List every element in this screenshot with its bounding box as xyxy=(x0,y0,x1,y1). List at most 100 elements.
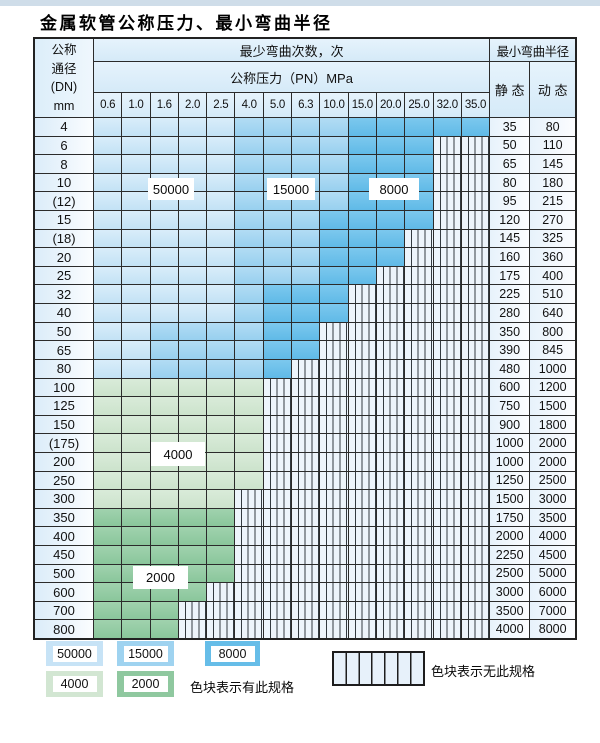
spec-cell-8000 xyxy=(320,266,348,285)
spec-cell-4000 xyxy=(178,471,207,490)
no-spec-cell xyxy=(292,434,320,452)
dn-cell: 10 xyxy=(35,173,93,192)
spec-cell-4000 xyxy=(94,415,122,434)
spec-cell-15000 xyxy=(320,118,348,136)
no-spec-cell xyxy=(292,359,320,378)
no-spec-cell xyxy=(320,546,348,564)
no-spec-cell xyxy=(263,546,292,564)
spec-cell-2000 xyxy=(150,527,178,546)
spec-cell-2000 xyxy=(122,546,150,564)
dn-cell: 125 xyxy=(35,397,93,415)
no-spec-cell xyxy=(433,490,461,508)
no-spec-cell xyxy=(263,434,292,452)
dn-cell: 65 xyxy=(35,341,93,359)
no-spec-cell xyxy=(292,583,320,601)
no-spec-cell xyxy=(235,490,263,508)
dynamic-radius-cell: 180 xyxy=(530,173,576,192)
dn-cell: 250 xyxy=(35,471,93,490)
legend-label-50000: 50000 xyxy=(52,645,97,662)
no-spec-cell xyxy=(461,601,490,620)
no-spec-cell xyxy=(405,397,433,415)
no-spec-cell xyxy=(292,546,320,564)
no-spec-cell xyxy=(320,434,348,452)
static-radius-cell: 145 xyxy=(490,229,530,248)
spec-cell-50000 xyxy=(122,229,150,248)
no-spec-cell xyxy=(376,546,405,564)
no-spec-cell xyxy=(433,583,461,601)
dn-cell: 400 xyxy=(35,527,93,546)
static-radius-cell: 350 xyxy=(490,322,530,341)
dn-cell: 500 xyxy=(35,564,93,583)
spec-cell-50000 xyxy=(178,211,207,229)
dynamic-radius-cell: 270 xyxy=(530,211,576,229)
no-spec-cell xyxy=(433,527,461,546)
spec-cell-8000 xyxy=(320,229,348,248)
no-spec-cell xyxy=(405,378,433,397)
dynamic-radius-cell: 215 xyxy=(530,192,576,211)
static-radius-cell: 160 xyxy=(490,248,530,266)
no-spec-cell xyxy=(461,211,490,229)
static-radius-cell: 1000 xyxy=(490,452,530,471)
no-spec-cell xyxy=(433,378,461,397)
no-spec-cell xyxy=(461,304,490,322)
spec-cell-15000 xyxy=(292,266,320,285)
spec-cell-2000 xyxy=(94,527,122,546)
no-spec-cell xyxy=(461,620,490,639)
spec-cell-50000 xyxy=(122,248,150,266)
spec-cell-2000 xyxy=(94,620,122,639)
no-spec-cell xyxy=(433,434,461,452)
spec-cell-15000 xyxy=(178,322,207,341)
spec-cell-50000 xyxy=(122,341,150,359)
no-spec-cell xyxy=(405,248,433,266)
spec-cell-8000 xyxy=(405,155,433,173)
spec-cell-50000 xyxy=(178,229,207,248)
dn-cell: 800 xyxy=(35,620,93,639)
spec-cell-4000 xyxy=(207,415,235,434)
no-spec-cell xyxy=(461,434,490,452)
no-spec-cell xyxy=(263,564,292,583)
static-radius-cell: 3500 xyxy=(490,601,530,620)
spec-cell-50000 xyxy=(150,285,178,304)
spec-cell-50000 xyxy=(94,266,122,285)
spec-cell-8000 xyxy=(320,304,348,322)
spec-cell-8000 xyxy=(292,304,320,322)
spec-cell-8000 xyxy=(320,285,348,304)
no-spec-cell xyxy=(376,601,405,620)
no-spec-cell xyxy=(263,601,292,620)
corner-header-dn: 公称 通径 (DN) mm xyxy=(35,39,93,117)
spec-cell-50000 xyxy=(207,229,235,248)
no-spec-cell xyxy=(178,620,207,639)
no-spec-cell xyxy=(433,471,461,490)
dynamic-radius-cell: 7000 xyxy=(530,601,576,620)
spec-cell-8000 xyxy=(263,304,292,322)
dn-cell: 8 xyxy=(35,155,93,173)
spec-cell-2000 xyxy=(178,546,207,564)
spec-cell-4000 xyxy=(235,415,263,434)
no-spec-cell xyxy=(405,285,433,304)
legend-label-4000: 4000 xyxy=(52,676,97,692)
legend-label-15000: 15000 xyxy=(123,645,168,662)
static-radius-cell: 65 xyxy=(490,155,530,173)
spec-cell-8000 xyxy=(320,211,348,229)
no-spec-cell xyxy=(320,564,348,583)
spec-cell-4000 xyxy=(235,397,263,415)
spec-cell-8000 xyxy=(263,359,292,378)
no-spec-cell xyxy=(235,601,263,620)
no-spec-cell xyxy=(461,397,490,415)
spec-cell-4000 xyxy=(122,471,150,490)
no-spec-cell xyxy=(433,620,461,639)
no-spec-cell xyxy=(207,583,235,601)
spec-cell-4000 xyxy=(178,378,207,397)
no-spec-cell xyxy=(376,378,405,397)
spec-cell-50000 xyxy=(94,359,122,378)
static-radius-cell: 390 xyxy=(490,341,530,359)
spec-cell-8000 xyxy=(348,248,376,266)
no-spec-cell xyxy=(263,415,292,434)
pressure-tick: 35.0 xyxy=(461,93,490,117)
page-title: 金属软管公称压力、最小弯曲半径 xyxy=(40,14,333,34)
legend-note-has-spec: 色块表示有此规格 xyxy=(190,680,295,695)
spec-cell-15000 xyxy=(150,322,178,341)
no-spec-cell xyxy=(433,546,461,564)
spec-cell-8000 xyxy=(292,322,320,341)
no-spec-cell xyxy=(433,341,461,359)
